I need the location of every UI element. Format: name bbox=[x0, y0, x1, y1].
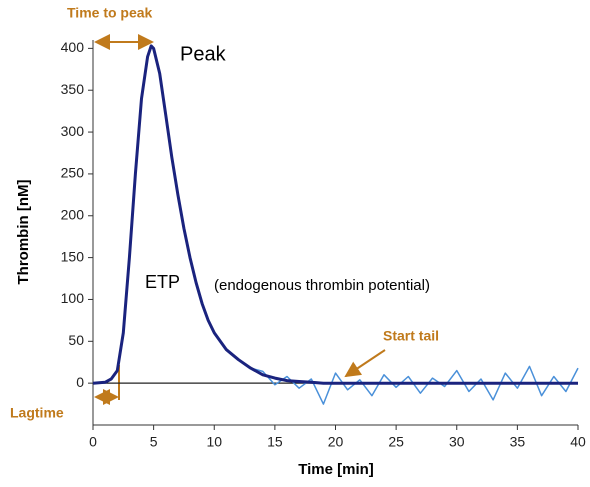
annotation: ETP bbox=[145, 272, 180, 292]
x-tick-label: 10 bbox=[206, 434, 222, 450]
y-tick-label: 150 bbox=[61, 248, 85, 264]
annotation: Peak bbox=[180, 43, 227, 65]
x-tick-label: 0 bbox=[89, 434, 97, 450]
x-axis-title: Time [min] bbox=[298, 461, 374, 478]
annotation: Start tail bbox=[383, 328, 439, 344]
y-tick-label: 250 bbox=[61, 165, 85, 181]
annotation: (endogenous thrombin potential) bbox=[214, 277, 430, 294]
y-tick-label: 400 bbox=[61, 39, 85, 55]
x-tick-label: 20 bbox=[328, 434, 344, 450]
x-tick-label: 35 bbox=[510, 434, 526, 450]
y-tick-label: 200 bbox=[61, 206, 85, 222]
x-tick-label: 5 bbox=[150, 434, 158, 450]
y-tick-label: 0 bbox=[76, 374, 84, 390]
x-tick-label: 25 bbox=[388, 434, 404, 450]
annotation: Lagtime bbox=[10, 405, 64, 421]
data-line bbox=[92, 45, 579, 405]
x-tick-label: 15 bbox=[267, 434, 283, 450]
y-axis-title: Thrombin [nM] bbox=[15, 180, 32, 285]
y-tick-label: 50 bbox=[68, 332, 84, 348]
annotation: Time to peak bbox=[67, 5, 153, 21]
y-tick-label: 350 bbox=[61, 81, 85, 97]
x-tick-label: 40 bbox=[570, 434, 586, 450]
data-line bbox=[92, 44, 578, 385]
y-tick-label: 100 bbox=[61, 290, 85, 306]
arrow bbox=[344, 349, 386, 378]
x-tick-label: 30 bbox=[449, 434, 465, 450]
y-tick-label: 300 bbox=[61, 123, 85, 139]
